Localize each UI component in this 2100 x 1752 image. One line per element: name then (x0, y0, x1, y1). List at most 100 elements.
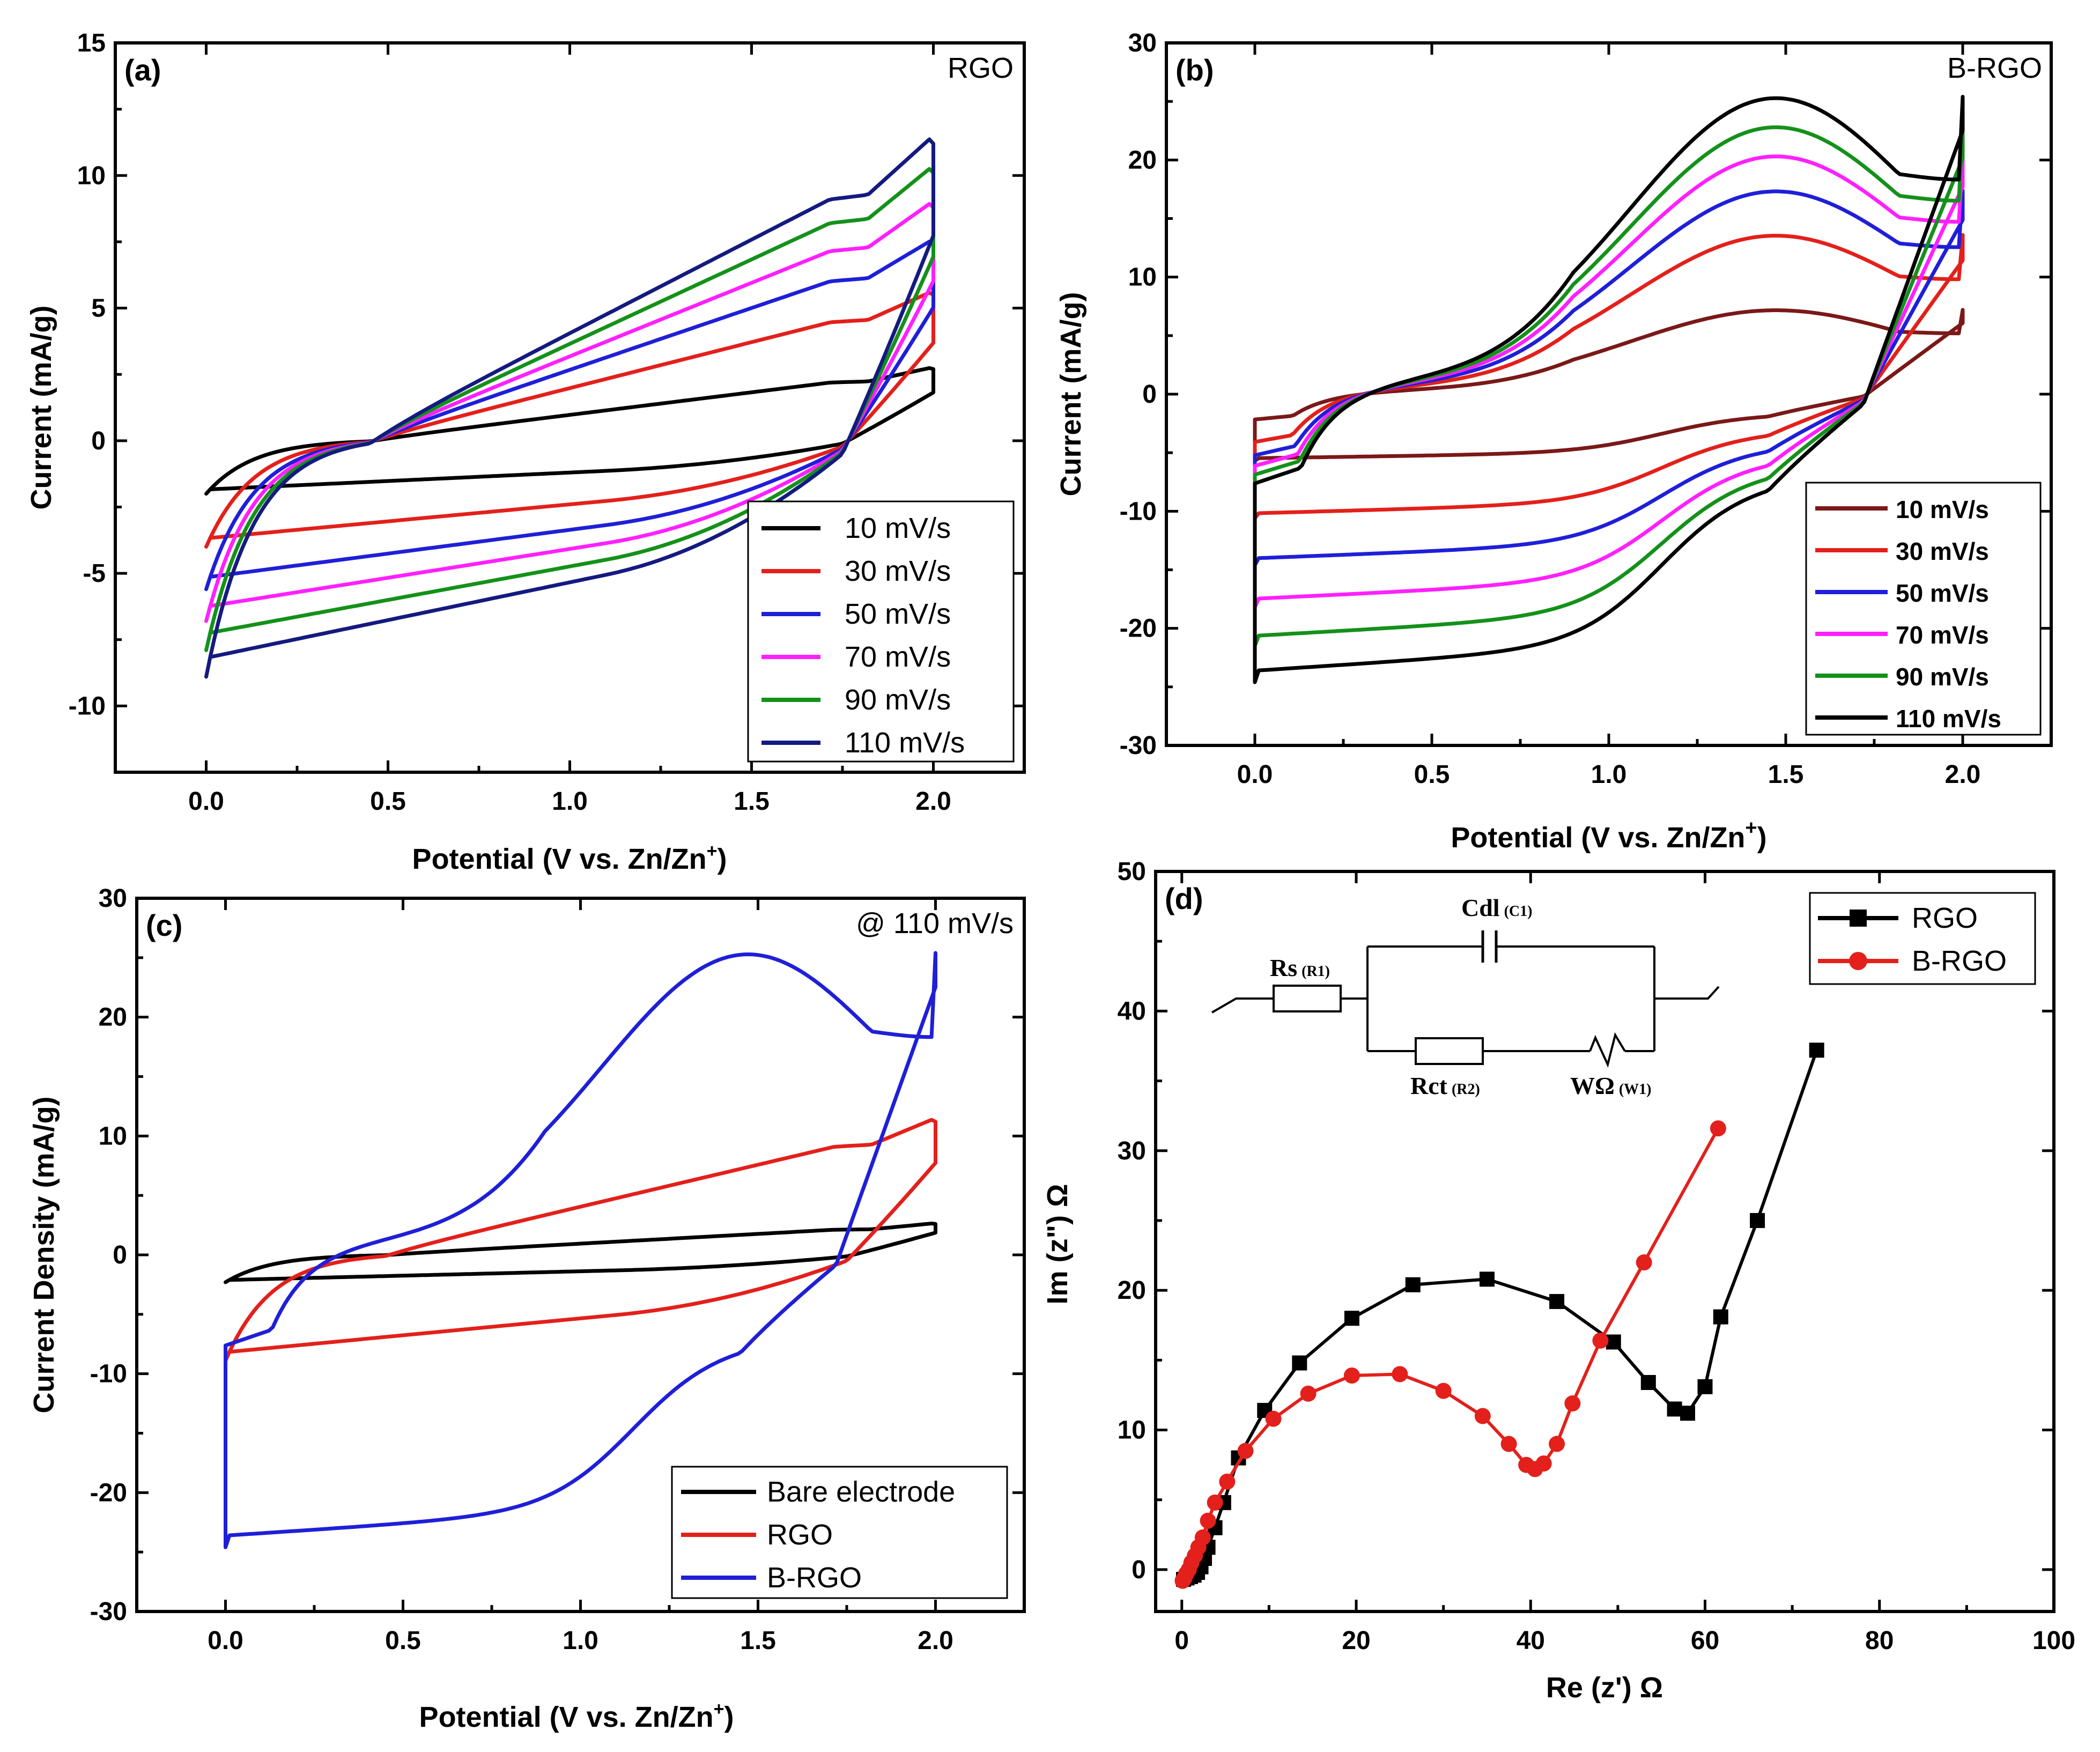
data-point-b-rgo (1265, 1410, 1282, 1427)
x-tick-label: 80 (1865, 1627, 1894, 1655)
y-tick-label: -20 (1120, 615, 1157, 643)
rs-resistor (1273, 985, 1342, 1012)
data-point-b-rgo (1564, 1395, 1581, 1412)
data-point-b-rgo (1392, 1366, 1408, 1383)
rct-label: Rct (R2) (1410, 1072, 1480, 1099)
data-point-b-rgo (1474, 1408, 1491, 1424)
data-point-rgo (1292, 1355, 1307, 1371)
legend-label: 10 mV/s (1896, 496, 1989, 523)
legend-label: B-RGO (1912, 945, 2007, 977)
y-tick-label: 10 (77, 161, 106, 190)
legend-label: B-RGO (767, 1562, 862, 1594)
data-point-rgo (1405, 1277, 1421, 1292)
y-tick-label: -10 (90, 1360, 127, 1388)
y-axis-label: Current Density (mA/g) (28, 1096, 60, 1413)
legend-label: 70 mV/s (1896, 621, 1989, 649)
cv-curve-110-mv-s (204, 137, 935, 679)
legend-label: RGO (767, 1519, 833, 1551)
y-tick-label: 30 (1118, 1137, 1146, 1165)
legend-label: 50 mV/s (1896, 579, 1989, 607)
data-point-b-rgo (1207, 1494, 1223, 1511)
data-point-rgo (1809, 1043, 1824, 1058)
cdl-label: Cdl (C1) (1461, 894, 1532, 921)
legend-marker (1849, 952, 1867, 970)
cv-curve-110-mv-s (1253, 94, 1965, 684)
corner-label: @ 110 mV/s (856, 907, 1014, 940)
cv-curve-10-mv-s (1253, 308, 1965, 463)
x-tick-label: 1.5 (740, 1627, 776, 1655)
rs-label: Rs (R1) (1270, 954, 1330, 981)
x-tick-label: 2.0 (1945, 760, 1981, 789)
x-tick-label: 20 (1342, 1627, 1370, 1655)
data-point-b-rgo (1237, 1443, 1254, 1459)
panel-label: (d) (1165, 882, 1203, 915)
equivalent-circuit-diagram: Rs (R1) Cdl (C1) Rct (R2) WΩ (W1) (1211, 894, 1720, 1099)
x-axis-label: Re (z') Ω (1546, 1672, 1663, 1704)
data-point-b-rgo (1343, 1367, 1360, 1384)
y-tick-label: 30 (99, 884, 127, 913)
x-tick-label: 1.0 (563, 1627, 598, 1655)
y-tick-label: 20 (1128, 146, 1157, 174)
data-point-rgo (1640, 1374, 1656, 1390)
y-tick-label: 30 (1128, 29, 1157, 57)
x-tick-label: 0.0 (1237, 760, 1273, 789)
legend-label: 30 mV/s (845, 555, 951, 587)
y-tick-label: 5 (91, 294, 106, 323)
legend-label: RGO (1912, 902, 1978, 934)
y-tick-label: 0 (1132, 1556, 1146, 1584)
y-tick-label: 10 (99, 1122, 127, 1150)
y-tick-label: 10 (1118, 1416, 1146, 1445)
panel-label: (a) (124, 53, 161, 87)
legend-label: 90 mV/s (845, 684, 951, 716)
corner-label: B-RGO (1947, 52, 2042, 84)
cv-curve-70-mv-s (1253, 153, 1965, 609)
y-tick-label: 20 (99, 1003, 127, 1032)
panel-b-brgo-cv: 0.0 0.5 1.0 1.5 2.0 -30 -20 -10 0 10 20 30 (b) B-RG… (1055, 29, 2053, 854)
y-axis-label: Current (mA/g) (1055, 292, 1087, 497)
x-axis-label: Potential (V vs. Zn/Zn+) (1451, 817, 1766, 854)
data-point-rgo (1549, 1293, 1565, 1309)
data-point-b-rgo (1194, 1529, 1211, 1546)
cv-curve-30-mv-s (1253, 233, 1965, 520)
legend-box (1809, 892, 2036, 985)
y-axis-label: Current (mA/g) (25, 306, 57, 510)
y-tick-label: -20 (90, 1479, 127, 1507)
data-point-rgo (1479, 1272, 1495, 1287)
x-tick-label: 2.0 (915, 787, 951, 816)
data-point-rgo (1697, 1379, 1713, 1394)
x-tick-label: 0.5 (385, 1627, 421, 1655)
data-point-rgo (1667, 1401, 1682, 1417)
x-tick-label: 100 (2032, 1627, 2075, 1655)
panel-label: (c) (146, 908, 182, 942)
data-point-rgo (1606, 1334, 1621, 1350)
x-tick-label: 1.0 (552, 787, 588, 816)
y-tick-label: 20 (1118, 1276, 1146, 1305)
data-point-b-rgo (1500, 1436, 1517, 1452)
cv-curve-90-mv-s (1253, 124, 1965, 648)
panel-label: (b) (1175, 53, 1214, 87)
x-tick-label: 1.5 (1768, 760, 1804, 789)
y-tick-label: 10 (1128, 263, 1157, 292)
legend-label: 110 mV/s (1896, 705, 2001, 733)
data-point-b-rgo (1592, 1332, 1609, 1349)
y-tick-label: 0 (1142, 380, 1157, 409)
y-tick-label: 40 (1118, 997, 1146, 1025)
y-tick-label: -10 (1120, 497, 1157, 526)
corner-label: RGO (948, 52, 1014, 84)
y-tick-label: -5 (83, 559, 106, 588)
x-tick-label: 0 (1174, 1627, 1189, 1655)
y-tick-label: -10 (69, 692, 106, 720)
x-tick-label: 1.0 (1591, 760, 1627, 789)
panel-c-comparison-cv: 0.0 0.5 1.0 1.5 2.0 -30 -20 -10 0 10 20 30 (c) @ 11… (28, 884, 1026, 1733)
cv-curve-50-mv-s (1253, 188, 1965, 567)
data-point-b-rgo (1300, 1385, 1317, 1402)
y-tick-label: 0 (91, 427, 106, 455)
cv-curve-10-mv-s (204, 366, 935, 496)
x-tick-label: 40 (1517, 1627, 1545, 1655)
x-tick-label: 0.0 (188, 787, 224, 816)
data-point-rgo (1750, 1213, 1765, 1228)
circuit-wires (1366, 945, 1720, 1052)
data-point-b-rgo (1200, 1512, 1216, 1529)
